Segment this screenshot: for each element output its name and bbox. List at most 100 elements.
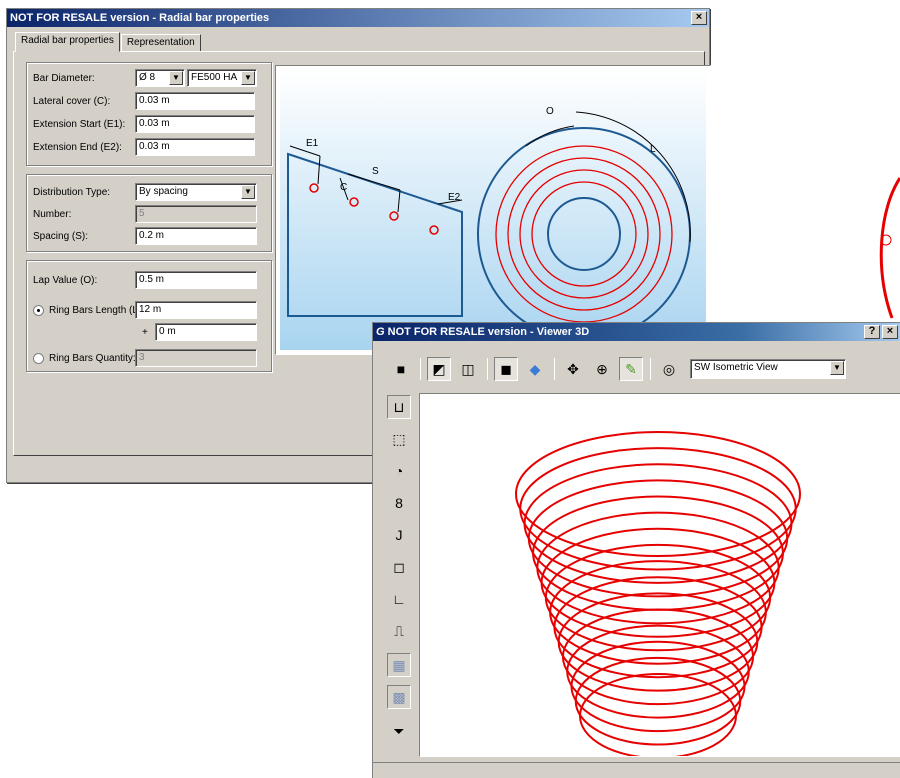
- dialog-titlebar: NOT FOR RESALE version - Radial bar prop…: [7, 9, 709, 27]
- ring-bar: [549, 560, 767, 665]
- distribution-group: Distribution Type: By spacing ▼ Number: …: [26, 174, 272, 252]
- diagram-background: [280, 70, 706, 350]
- ring-bars-plan: [495, 145, 673, 323]
- viewer-statusbar: [373, 762, 900, 778]
- label-e2: E2: [448, 192, 461, 203]
- zoom-icon[interactable]: ⊕: [596, 360, 608, 377]
- pan-icon[interactable]: ✥: [567, 360, 579, 377]
- ring-bar: [553, 576, 763, 679]
- shape-j-icon[interactable]: J: [395, 527, 403, 543]
- bar-diameter-select[interactable]: Ø 8 ▼: [135, 69, 185, 87]
- light-icon[interactable]: ✎: [619, 357, 643, 381]
- ring-bar: [540, 527, 776, 638]
- number-input: 5: [135, 205, 257, 223]
- ring-bar: [515, 431, 801, 557]
- ring-quantity-radio[interactable]: [33, 352, 44, 364]
- viewer-titlebar: G NOT FOR RESALE version - Viewer 3D ? ×: [373, 323, 900, 341]
- chevron-down-icon[interactable]: ▼: [169, 71, 183, 85]
- bar-section-mark: [309, 183, 319, 193]
- viewer-close-button[interactable]: ×: [882, 325, 898, 339]
- separator: [487, 358, 488, 380]
- shape-u-icon[interactable]: ⊔: [387, 395, 411, 419]
- diagram-svg: E1 C S E2 O L: [280, 70, 706, 350]
- mesh-3d-icon[interactable]: ▩: [387, 685, 411, 709]
- bar-section-mark: [429, 225, 439, 235]
- tab-radial-bar-properties[interactable]: Radial bar properties: [15, 32, 120, 52]
- label-l: L: [650, 144, 656, 155]
- chevron-down-icon[interactable]: ▼: [830, 361, 844, 375]
- steel-grade-value: FE500 HA: [191, 72, 238, 83]
- separator: [650, 358, 651, 380]
- viewer-title: NOT FOR RESALE version - Viewer 3D: [387, 326, 590, 338]
- section-bars: [309, 183, 439, 235]
- dialog-tabs: Radial bar properties Representation: [15, 32, 202, 52]
- label-s: S: [372, 166, 379, 177]
- ring-bar: [527, 479, 789, 598]
- steel-grade-select[interactable]: FE500 HA ▼: [187, 69, 257, 87]
- stop-icon[interactable]: ■: [396, 361, 406, 377]
- zoom-extents-icon[interactable]: ◎: [662, 360, 676, 377]
- lateral-cover-input[interactable]: 0.03 m: [135, 92, 255, 110]
- help-button[interactable]: ?: [864, 325, 880, 339]
- ring-bar: [566, 624, 750, 719]
- preview-diagram: E1 C S E2 O L: [275, 65, 711, 355]
- dialog-title: NOT FOR RESALE version - Radial bar prop…: [10, 12, 270, 24]
- view-mode-value: SW Isometric View: [694, 362, 778, 373]
- shape-closed-u-icon[interactable]: ◻: [393, 558, 405, 575]
- ring-bars-3d: [515, 431, 801, 759]
- bar-diameter-label: Bar Diameter:: [33, 72, 95, 84]
- extension-end-label: Extension End (E2):: [33, 141, 122, 153]
- lap-value-input[interactable]: 0.5 m: [135, 271, 257, 289]
- ring-bar: [570, 640, 746, 733]
- bar-diameter-value: Ø 8: [139, 72, 156, 83]
- tab-panel: Bar Diameter: Ø 8 ▼ FE500 HA ▼ Lateral c…: [13, 51, 705, 456]
- tab-representation[interactable]: Representation: [120, 34, 201, 52]
- ring-extra-input[interactable]: 0 m: [155, 323, 257, 341]
- extension-start-input[interactable]: 0.03 m: [135, 115, 255, 133]
- app-logo-icon: G: [376, 326, 385, 338]
- label-c: C: [340, 182, 347, 193]
- inner-circle: [547, 197, 621, 271]
- viewer-toolbar: ■ ◩ ◫ ◼ ◆ ✥ ⊕ ✎ ◎ SW Isometric View ▼: [389, 356, 846, 382]
- ring-bar: [557, 592, 759, 692]
- shape-eight-icon[interactable]: 8: [395, 495, 403, 511]
- ring-length-input[interactable]: 12 m: [135, 301, 257, 319]
- plus-label: +: [142, 326, 148, 338]
- chevron-down-icon[interactable]: ▼: [241, 71, 255, 85]
- dialog-close-button[interactable]: ×: [691, 11, 707, 25]
- shape-circle-icon[interactable]: ◔: [394, 463, 404, 479]
- bar-group: Bar Diameter: Ø 8 ▼ FE500 HA ▼ Lateral c…: [26, 62, 272, 166]
- wireframe-cube-icon[interactable]: ◫: [461, 360, 475, 377]
- ring-length-radio[interactable]: [33, 304, 44, 316]
- extension-start-label: Extension Start (E1):: [33, 118, 126, 130]
- label-o: O: [546, 106, 554, 117]
- shape-l-icon[interactable]: ∟: [392, 591, 406, 607]
- bar-section-mark: [389, 211, 399, 221]
- lap-group: Lap Value (O): 0.5 m Ring Bars Length (L…: [26, 260, 272, 372]
- distribution-type-select[interactable]: By spacing ▼: [135, 183, 257, 201]
- background-drawing-fragment: [879, 177, 900, 319]
- distribution-type-value: By spacing: [139, 186, 188, 197]
- view-mode-select[interactable]: SW Isometric View ▼: [690, 359, 846, 379]
- viewer-3d-canvas[interactable]: [419, 393, 900, 759]
- separator: [420, 358, 421, 380]
- viewer-3d-window: G NOT FOR RESALE version - Viewer 3D ? ×…: [372, 322, 900, 778]
- distribution-type-label: Distribution Type:: [33, 186, 111, 198]
- extension-end-input[interactable]: 0.03 m: [135, 138, 255, 156]
- ring-quantity-input: 3: [135, 349, 257, 367]
- render-icon[interactable]: ◼: [494, 357, 518, 381]
- shape-wave-icon[interactable]: ⎍: [394, 622, 404, 639]
- ring-length-option[interactable]: Ring Bars Length (L):: [33, 301, 144, 319]
- chevron-down-icon[interactable]: ▼: [241, 185, 255, 199]
- solid-cube-icon[interactable]: ◆: [529, 360, 541, 377]
- lap-arc: [525, 125, 575, 147]
- shaded-cube-icon[interactable]: ◩: [427, 357, 451, 381]
- length-arc: [575, 111, 691, 243]
- spacing-input[interactable]: 0.2 m: [135, 227, 257, 245]
- shape-hook-icon[interactable]: ⬚: [392, 430, 406, 447]
- ring-quantity-option[interactable]: Ring Bars Quantity:: [33, 349, 136, 367]
- viewer-title-area: G NOT FOR RESALE version - Viewer 3D: [376, 326, 589, 338]
- separator: [554, 358, 555, 380]
- filter-icon[interactable]: ⏷: [393, 722, 405, 739]
- mesh-icon[interactable]: ▦: [387, 653, 411, 677]
